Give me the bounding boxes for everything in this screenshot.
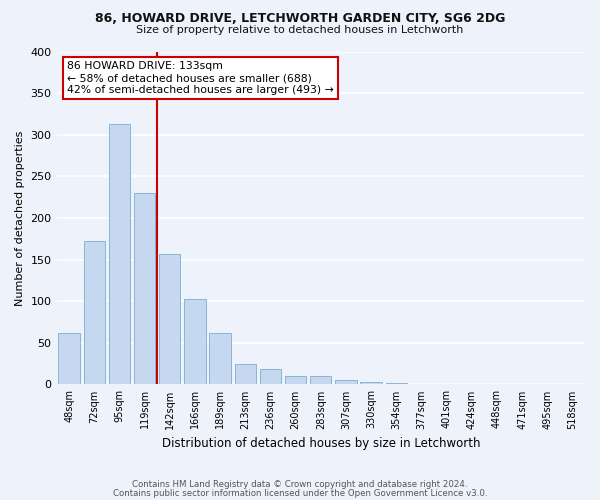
Bar bbox=[184, 298, 206, 384]
Bar bbox=[58, 333, 80, 384]
Bar bbox=[310, 376, 331, 384]
Bar bbox=[209, 333, 231, 384]
Bar bbox=[260, 370, 281, 384]
Bar bbox=[361, 382, 382, 384]
Bar bbox=[109, 124, 130, 384]
Bar bbox=[335, 380, 356, 384]
Text: Contains HM Land Registry data © Crown copyright and database right 2024.: Contains HM Land Registry data © Crown c… bbox=[132, 480, 468, 489]
Bar bbox=[386, 383, 407, 384]
Bar bbox=[134, 193, 155, 384]
Text: 86 HOWARD DRIVE: 133sqm
← 58% of detached houses are smaller (688)
42% of semi-d: 86 HOWARD DRIVE: 133sqm ← 58% of detache… bbox=[67, 62, 334, 94]
Bar bbox=[235, 364, 256, 384]
Text: Size of property relative to detached houses in Letchworth: Size of property relative to detached ho… bbox=[136, 25, 464, 35]
X-axis label: Distribution of detached houses by size in Letchworth: Distribution of detached houses by size … bbox=[161, 437, 480, 450]
Text: Contains public sector information licensed under the Open Government Licence v3: Contains public sector information licen… bbox=[113, 489, 487, 498]
Y-axis label: Number of detached properties: Number of detached properties bbox=[15, 130, 25, 306]
Text: 86, HOWARD DRIVE, LETCHWORTH GARDEN CITY, SG6 2DG: 86, HOWARD DRIVE, LETCHWORTH GARDEN CITY… bbox=[95, 12, 505, 26]
Bar bbox=[285, 376, 307, 384]
Bar bbox=[159, 254, 181, 384]
Bar bbox=[83, 242, 105, 384]
